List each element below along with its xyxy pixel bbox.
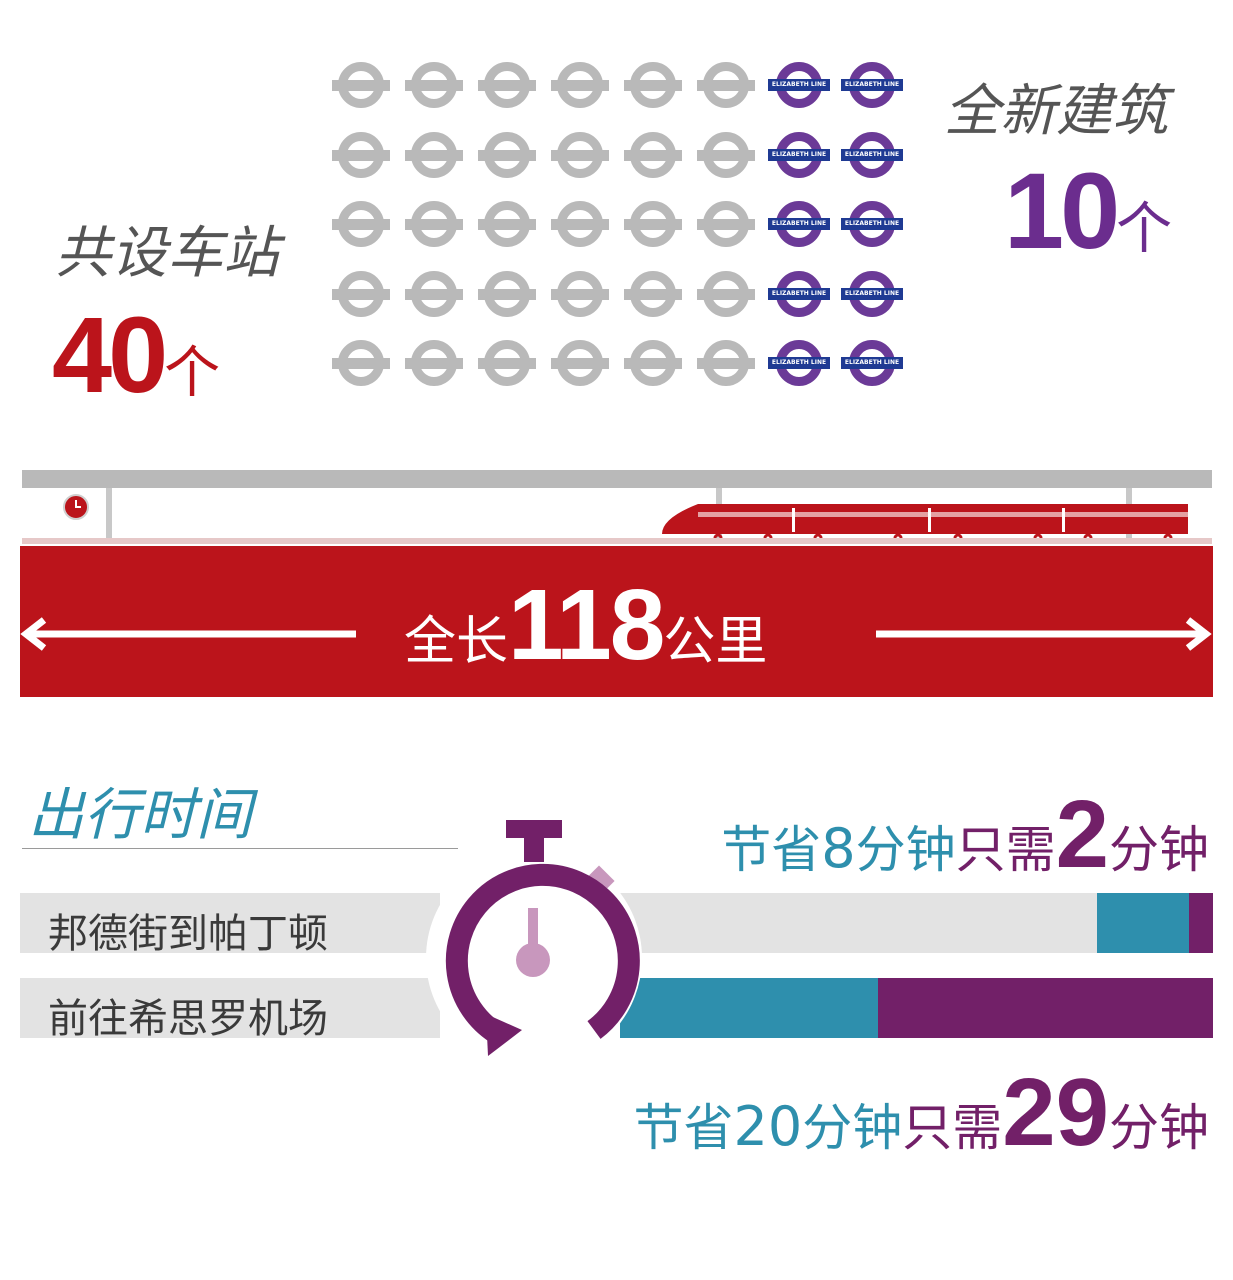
station-roundel-icon bbox=[697, 62, 755, 110]
left-arrow-icon bbox=[20, 617, 356, 651]
section-divider bbox=[22, 848, 458, 849]
line-length: 全长118公里 bbox=[404, 568, 767, 683]
elizabeth-line-roundel-icon bbox=[841, 340, 903, 388]
station-roundel-icon bbox=[478, 270, 536, 319]
saved-unit: 分钟 bbox=[855, 821, 956, 879]
station-roundel-icon bbox=[624, 270, 682, 319]
elizabeth-line-roundel-icon bbox=[841, 131, 903, 180]
station-roundel-icon bbox=[551, 270, 609, 319]
route-name: 邦德街到帕丁顿 bbox=[48, 911, 328, 957]
station-roundel-icon bbox=[551, 340, 609, 388]
station-roundel-icon bbox=[624, 201, 682, 249]
station-roundel-icon bbox=[624, 340, 682, 388]
right-arrow-icon bbox=[876, 617, 1212, 651]
elizabeth-line-roundel-icon bbox=[768, 62, 830, 110]
total-stations-unit: 个 bbox=[164, 341, 221, 406]
station-roundel-icon bbox=[478, 62, 536, 110]
station-roundel-icon bbox=[332, 62, 390, 110]
route-label-bond-street: 邦德街到帕丁顿 bbox=[20, 893, 440, 957]
new-stations-unit: 个 bbox=[1116, 197, 1173, 262]
route-2-time: 节省20分钟只需29分钟 bbox=[634, 1058, 1210, 1168]
need-unit: 分钟 bbox=[1109, 821, 1209, 879]
station-roundel-icon bbox=[551, 62, 609, 110]
route-1-need-bar bbox=[1189, 893, 1213, 953]
elizabeth-line-roundel-icon bbox=[768, 131, 830, 180]
station-roundel-icon bbox=[697, 340, 755, 388]
clock-icon bbox=[63, 494, 89, 520]
length-unit: 公里 bbox=[663, 612, 768, 672]
new-stations-value: 10 bbox=[1004, 150, 1120, 271]
saved-value: 20 bbox=[733, 1095, 803, 1158]
station-roundel-icon bbox=[697, 131, 755, 180]
platform-roof bbox=[22, 470, 1212, 488]
elizabeth-line-roundel-icon bbox=[768, 340, 830, 388]
need-value: 2 bbox=[1055, 781, 1109, 888]
station-roundel-icon bbox=[405, 201, 463, 249]
station-roundel-icon bbox=[478, 201, 536, 249]
train-icon bbox=[662, 504, 1188, 542]
station-roundel-icon bbox=[332, 340, 390, 388]
need-prefix: 只需 bbox=[955, 821, 1056, 879]
length-prefix: 全长 bbox=[404, 612, 509, 672]
route-2-saved-bar bbox=[620, 978, 878, 1038]
station-roundel-icon bbox=[405, 62, 463, 110]
elizabeth-line-roundel-icon bbox=[768, 270, 830, 319]
saved-prefix: 节省 bbox=[721, 821, 822, 879]
saved-unit: 分钟 bbox=[802, 1099, 903, 1157]
station-roundel-icon bbox=[405, 270, 463, 319]
new-stations-label: 全新建筑 bbox=[944, 79, 1168, 144]
elizabeth-line-roundel-icon bbox=[841, 62, 903, 110]
elizabeth-line-roundel-icon bbox=[841, 201, 903, 249]
station-roundel-icon bbox=[478, 340, 536, 388]
saved-value: 8 bbox=[821, 817, 856, 880]
route-name: 前往希思罗机场 bbox=[48, 996, 328, 1042]
total-stations-count: 40个 bbox=[52, 292, 220, 417]
station-roundel-icon bbox=[551, 201, 609, 249]
travel-section-title: 出行时间 bbox=[28, 783, 252, 848]
route-1-saved-bar bbox=[1097, 893, 1189, 953]
station-roundel-icon bbox=[624, 62, 682, 110]
station-roundel-icon bbox=[405, 131, 463, 180]
need-prefix: 只需 bbox=[902, 1099, 1003, 1157]
station-roundel-icon bbox=[551, 131, 609, 180]
saved-prefix: 节省 bbox=[633, 1099, 734, 1157]
route-1-time: 节省8分钟只需2分钟 bbox=[721, 780, 1209, 890]
need-unit: 分钟 bbox=[1109, 1099, 1209, 1157]
station-roundel-icon bbox=[697, 201, 755, 249]
need-value: 29 bbox=[1002, 1059, 1109, 1166]
station-roundel-icon bbox=[405, 340, 463, 388]
rail-track bbox=[22, 538, 1212, 544]
elizabeth-line-roundel-icon bbox=[841, 270, 903, 319]
line-length-band: 全长118公里 bbox=[20, 546, 1213, 697]
station-roundel-icon bbox=[478, 131, 536, 180]
total-stations-value: 40 bbox=[52, 294, 168, 415]
total-stations-label: 共设车站 bbox=[55, 221, 279, 286]
station-grid bbox=[330, 62, 910, 386]
length-value: 118 bbox=[508, 569, 665, 681]
route-label-heathrow: 前往希思罗机场 bbox=[20, 978, 440, 1042]
platform-pillar bbox=[106, 488, 112, 540]
station-roundel-icon bbox=[332, 201, 390, 249]
station-roundel-icon bbox=[332, 131, 390, 180]
station-roundel-icon bbox=[332, 270, 390, 319]
station-roundel-icon bbox=[624, 131, 682, 180]
stopwatch-icon bbox=[426, 820, 642, 1066]
station-roundel-icon bbox=[697, 270, 755, 319]
elizabeth-line-roundel-icon bbox=[768, 201, 830, 249]
new-stations-count: 10个 bbox=[1004, 148, 1172, 273]
route-2-need-bar bbox=[878, 978, 1213, 1038]
